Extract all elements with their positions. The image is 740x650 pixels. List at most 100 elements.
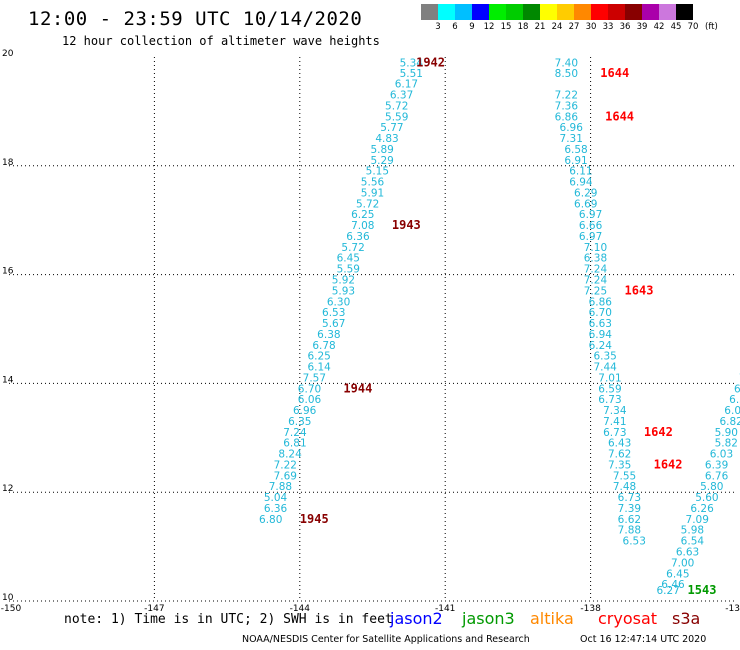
- data-point: 7.55: [613, 470, 636, 482]
- data-point: 6.55: [729, 394, 740, 406]
- data-point: 7.22: [739, 372, 740, 384]
- data-point: 5.72: [385, 100, 408, 112]
- colorbar-label: 21: [534, 22, 546, 32]
- note-text: note: 1) Time is in UTC; 2) SWH is in fe…: [64, 612, 393, 627]
- data-point: 6.73: [618, 492, 641, 504]
- data-point: 5.72: [356, 198, 379, 210]
- colorbar-swatch: [574, 4, 591, 20]
- data-point: 6.80: [259, 514, 282, 526]
- colorbar-label: 33: [602, 22, 614, 32]
- data-point: 6.63: [589, 318, 612, 330]
- colorbar-label: 45: [670, 22, 682, 32]
- data-point: 7.48: [613, 481, 636, 493]
- data-point: 8.24: [278, 449, 302, 461]
- data-point: 7.88: [269, 481, 292, 493]
- data-point: 5.89: [370, 144, 393, 156]
- data-point: 6.53: [322, 307, 345, 319]
- data-point: 6.96: [560, 122, 584, 134]
- colorbar: [421, 4, 693, 20]
- data-point: 5.82: [715, 438, 738, 450]
- data-point: 7.01: [598, 372, 621, 384]
- y-tick-label: 18: [2, 158, 14, 168]
- time-label: 1944: [343, 381, 372, 395]
- colorbar-swatch: [472, 4, 489, 20]
- colorbar-swatch: [591, 4, 608, 20]
- y-tick-label: 12: [2, 484, 13, 494]
- data-point: 7.40: [555, 57, 578, 69]
- colorbar-label: 18: [517, 22, 529, 32]
- data-point: 6.38: [584, 253, 607, 265]
- data-point: 6.37: [390, 90, 413, 102]
- colorbar-label: 30: [585, 22, 597, 32]
- colorbar-swatch: [608, 4, 625, 20]
- data-point: 6.14: [307, 362, 331, 374]
- data-point: 6.78: [312, 340, 335, 352]
- time-label: 1644: [605, 109, 634, 123]
- data-point: 7.10: [584, 242, 607, 254]
- colorbar-label: 9: [469, 22, 475, 32]
- legend-jason3: jason3: [462, 609, 515, 628]
- colorbar-label: 3: [435, 22, 441, 32]
- colorbar-swatch: [659, 4, 676, 20]
- data-point: 6.76: [705, 470, 729, 482]
- colorbar-label: 42: [653, 22, 665, 32]
- credit-text: NOAA/NESDIS Center for Satellite Applica…: [242, 634, 530, 645]
- data-point: 4.83: [375, 133, 398, 145]
- colorbar-swatch: [506, 4, 523, 20]
- data-point: 5.15: [366, 166, 389, 178]
- data-point: 6.59: [598, 383, 621, 395]
- data-point: 6.47: [734, 383, 740, 395]
- data-point: 5.04: [264, 492, 288, 504]
- data-point: 6.69: [574, 198, 597, 210]
- time-label: 1943: [392, 218, 421, 232]
- data-point: 7.22: [555, 90, 578, 102]
- time-label: 1543: [688, 583, 717, 597]
- data-point: 5.59: [337, 264, 360, 276]
- data-point: 6.45: [337, 253, 360, 265]
- data-point: 6.94: [569, 177, 593, 189]
- data-point: 7.41: [603, 416, 626, 428]
- data-point: 6.06: [724, 405, 740, 417]
- data-point: 7.88: [618, 525, 641, 537]
- data-point: 7.24: [584, 264, 608, 276]
- data-point: 5.72: [341, 242, 364, 254]
- data-point: 5.90: [715, 427, 738, 439]
- data-point: 5.93: [332, 285, 355, 297]
- colorbar-label: 15: [500, 22, 512, 32]
- data-point: 6.26: [690, 503, 714, 515]
- data-point: 7.24: [283, 427, 307, 439]
- data-point: 6.35: [288, 416, 311, 428]
- data-point: 6.06: [298, 394, 322, 406]
- data-point: 6.54: [681, 536, 705, 548]
- x-tick-label: -144: [290, 604, 311, 614]
- data-point: 7.08: [351, 220, 374, 232]
- data-point: 7.00: [671, 557, 694, 569]
- data-point: 6.81: [283, 438, 306, 450]
- data-point: 6.27: [656, 585, 679, 597]
- data-point: 6.11: [569, 166, 592, 178]
- time-label: 1644: [600, 66, 629, 80]
- x-tick-label: -13: [725, 604, 740, 614]
- data-point: 7.22: [274, 459, 297, 471]
- data-point: 6.17: [395, 79, 418, 91]
- x-tick-label: -141: [435, 604, 455, 614]
- data-point: 6.25: [351, 209, 374, 221]
- data-point: 6.70: [589, 307, 612, 319]
- legend-jason2: jason2: [390, 609, 443, 628]
- chart-title: 12:00 - 23:59 UTC 10/14/2020: [28, 8, 363, 30]
- data-point: 6.96: [293, 405, 317, 417]
- data-point: 6.86: [555, 111, 579, 123]
- y-tick-label: 16: [2, 267, 14, 277]
- colorbar-unit: (ft): [705, 22, 718, 32]
- colorbar-swatch: [642, 4, 659, 20]
- data-point: 5.80: [700, 481, 723, 493]
- y-tick-label: 14: [2, 375, 14, 385]
- colorbar-label: 70: [687, 22, 699, 32]
- data-point: 5.91: [361, 187, 384, 199]
- data-point: 6.62: [618, 514, 641, 526]
- colorbar-swatch: [540, 4, 557, 20]
- time-label: 1642: [654, 457, 683, 471]
- data-point: 7.34: [603, 405, 627, 417]
- data-point: 7.09: [686, 514, 709, 526]
